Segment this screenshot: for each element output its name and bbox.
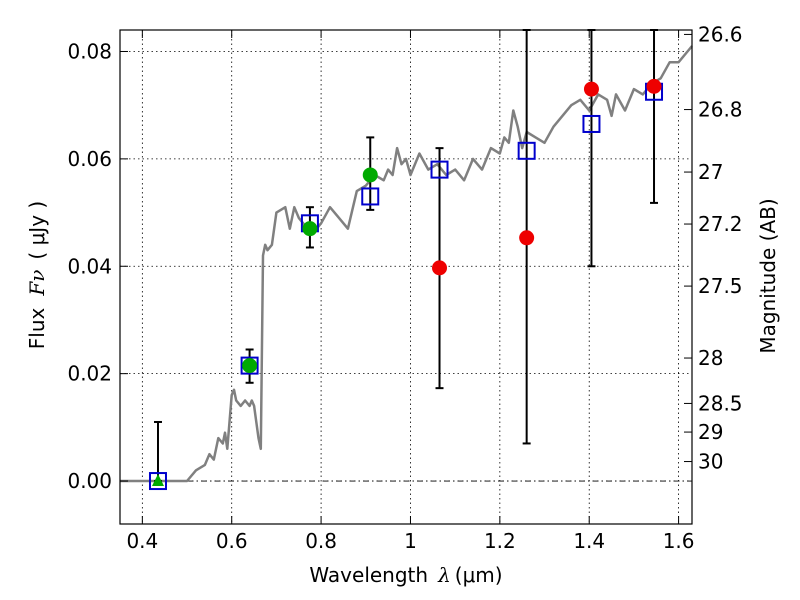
detection-point [242, 358, 258, 374]
detection-triangle [151, 474, 164, 487]
y-tick-label: 0.08 [67, 39, 112, 63]
x-tick-label: 1.4 [573, 529, 605, 553]
x-tick-label: 0.6 [216, 529, 248, 553]
detection-point [362, 167, 378, 183]
y2-tick-label: 26.8 [698, 98, 743, 122]
plot-frame [119, 29, 693, 525]
model-sed-line [120, 45, 693, 483]
x-tick-label: 1.2 [484, 529, 516, 553]
y2-tick-label: 28 [698, 346, 723, 370]
model-photometry-squares [148, 82, 664, 491]
y-axis-ticks: 0.00 0.02 0.04 0.06 0.08 [67, 39, 128, 493]
y2-tick-label: 27 [698, 160, 723, 184]
y2-tick-label: 26.6 [698, 22, 743, 46]
x-tick-label: 0.4 [126, 529, 158, 553]
y2-tick-label: 27.2 [698, 212, 743, 236]
x-axis-ticks: 0.4 0.6 0.8 1 1.2 1.4 1.6 [126, 30, 695, 553]
x-tick-label: 1.6 [663, 529, 695, 553]
y2-axis-ticks: 26.6 26.8 27 27.2 27.5 28 28.5 29 30 [684, 22, 743, 474]
observed-points [151, 78, 662, 487]
y-axis-label: FluxFν( μJy ) [25, 201, 49, 349]
y2-tick-label: 27.5 [698, 274, 743, 298]
model-photometry-square [430, 160, 449, 179]
model-photometry-square [517, 141, 536, 160]
x-tick-label: 1 [404, 529, 417, 553]
model-photometry-square [361, 187, 380, 206]
x-axis-label: Wavelength λ (μm) [309, 563, 502, 587]
y2-tick-label: 29 [698, 420, 723, 444]
model-photometry-square [582, 114, 601, 133]
nondetection-point [432, 260, 448, 276]
y-tick-label: 0.00 [67, 469, 112, 493]
nondetection-point [519, 230, 535, 246]
y2-tick-label: 28.5 [698, 391, 743, 415]
x-tick-label: 0.8 [305, 529, 337, 553]
nondetection-point [583, 81, 599, 97]
grid [120, 30, 692, 524]
model-photometry-square [240, 356, 259, 375]
nondetection-point [646, 78, 662, 94]
y-tick-label: 0.04 [67, 254, 112, 278]
y2-tick-label: 30 [698, 450, 723, 474]
y2-axis-label: Magnitude (AB) [756, 198, 780, 353]
model-photometry-square [148, 472, 167, 491]
detection-point [302, 221, 318, 237]
y-tick-label: 0.06 [67, 147, 112, 171]
y-tick-label: 0.02 [67, 362, 112, 386]
